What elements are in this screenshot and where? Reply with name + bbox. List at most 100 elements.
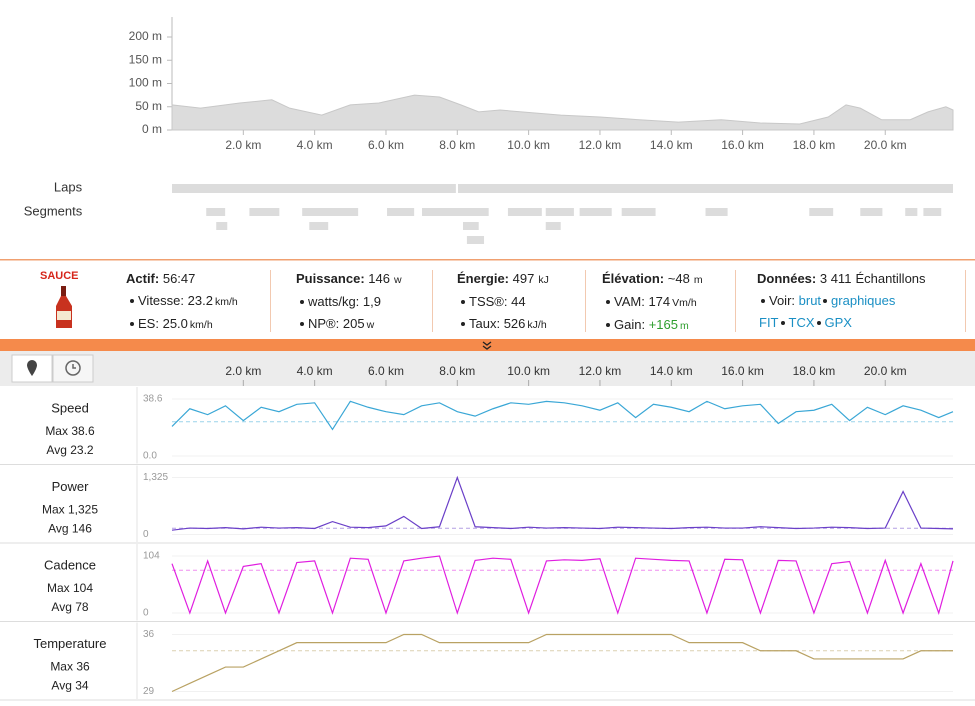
bullet — [300, 321, 304, 326]
stream-x-tick-label: 18.0 km — [793, 364, 836, 378]
row-value: 1,9 — [362, 294, 381, 309]
link[interactable]: TCX — [788, 315, 815, 330]
row-label: Vitesse: — [138, 293, 185, 308]
segment-bar — [923, 208, 942, 216]
stat-value: 146 — [368, 271, 390, 286]
stream-max: Max 36 — [50, 660, 90, 674]
stat-head: Puissance: 146 w — [296, 268, 402, 291]
stream-x-tick-label: 10.0 km — [507, 364, 550, 378]
row-value: 174 — [648, 294, 671, 309]
stream-avg: Avg 78 — [51, 600, 88, 614]
link[interactable]: brut — [798, 293, 822, 308]
row-unit: Vm/h — [672, 297, 697, 309]
stat-row: watts/kg: 1,9 — [296, 291, 402, 313]
stat-group: Actif: 56:47 Vitesse: 23.2 km/h ES: 25.0 km/… — [126, 268, 238, 336]
bullet — [816, 320, 821, 325]
stat-unit: kJ — [538, 274, 549, 286]
stat-unit: m — [693, 274, 703, 286]
bullet — [823, 298, 828, 303]
stream-name: Temperature — [34, 636, 107, 651]
stat-value: ~48 — [667, 271, 690, 286]
logo: SAUCE — [40, 270, 79, 282]
stream-line — [171, 555, 954, 615]
link[interactable]: FIT — [759, 315, 779, 330]
stream-y-tick-label: 0.0 — [143, 451, 157, 462]
stat-group: Énergie: 497 kJ TSS®: 44 Taux: 526 kJ/h — [457, 268, 549, 336]
x-tick-label: 16.0 km — [721, 138, 764, 152]
expand-icon[interactable] — [482, 341, 492, 350]
link[interactable]: graphiques — [831, 293, 896, 308]
column-separator — [432, 270, 433, 332]
link[interactable]: GPX — [824, 315, 852, 330]
stream-line — [171, 633, 953, 693]
stream-y-tick-label: 1,325 — [143, 472, 168, 483]
row-label: Gain: — [614, 317, 646, 332]
elevation-area — [171, 94, 954, 131]
x-tick-label: 18.0 km — [793, 138, 836, 152]
stream-line — [171, 400, 954, 431]
time-tab[interactable] — [52, 354, 94, 383]
segment-bar — [309, 222, 329, 230]
row-unit: w — [366, 319, 375, 331]
segment-bar — [809, 208, 834, 216]
row-unit: kJ/h — [527, 319, 547, 331]
row-label: NP®: — [308, 316, 340, 331]
lap-bar — [458, 184, 953, 193]
stream-y-tick-label: 36 — [143, 629, 155, 640]
stat-group: Puissance: 146 w watts/kg: 1,9 NP®: 205 w — [296, 268, 402, 336]
bullet — [606, 322, 610, 327]
row-value: 526 — [503, 316, 526, 331]
stat-row: FIT TCX GPX — [757, 312, 926, 334]
clock-hands — [72, 364, 76, 369]
stat-row: VAM: 174 Vm/h — [602, 291, 703, 314]
bullet — [130, 321, 134, 326]
stat-row: Taux: 526 kJ/h — [457, 313, 549, 336]
bullet — [461, 299, 465, 304]
stat-row: Gain: +165 m — [602, 314, 703, 337]
x-tick-label: 6.0 km — [368, 138, 404, 152]
stream-avg: Avg 23.2 — [46, 443, 93, 457]
stat-value: 497 — [512, 271, 535, 286]
stream-x-tick-label: 14.0 km — [650, 364, 693, 378]
y-tick-label: 50 m — [135, 99, 162, 113]
stream-y-tick-label: 38.6 — [143, 394, 163, 405]
y-tick-label: 100 m — [129, 76, 162, 90]
stream-x-tick-label: 4.0 km — [297, 364, 333, 378]
stream-line — [171, 475, 954, 531]
stat-value: 56:47 — [162, 271, 196, 286]
x-tick-label: 20.0 km — [864, 138, 907, 152]
row-label: Voir: — [769, 293, 796, 308]
bottle-icon — [56, 286, 72, 328]
stream-name: Cadence — [44, 557, 96, 572]
x-tick-label: 2.0 km — [225, 138, 261, 152]
row-value: 23.2 — [187, 293, 213, 308]
bullet — [780, 320, 785, 325]
segments-label: Segments — [24, 203, 83, 218]
y-tick-label: 0 m — [142, 122, 162, 136]
stat-group: Données: 3 411 Échantillons Voir: brut grap… — [757, 268, 926, 334]
bullet — [130, 298, 134, 303]
y-tick-label: 200 m — [129, 29, 162, 43]
clock-icon — [65, 360, 81, 376]
segment-bar — [249, 208, 280, 216]
lap-bar — [172, 184, 456, 193]
x-tick-label: 4.0 km — [297, 138, 333, 152]
row-value: +165 — [648, 317, 678, 332]
row-label: Taux: — [469, 316, 501, 331]
stream-y-tick-label: 0 — [143, 608, 149, 619]
segment-bar — [463, 222, 479, 230]
stat-title: Énergie: — [457, 271, 510, 286]
stat-head: Données: 3 411 Échantillons — [757, 268, 926, 290]
stat-row: Vitesse: 23.2 km/h — [126, 290, 238, 313]
segment-bar — [621, 208, 656, 216]
row-value: 25.0 — [162, 316, 188, 331]
stream-max: Max 1,325 — [42, 503, 98, 517]
stat-title: Puissance: — [296, 271, 365, 286]
stream-x-tick-label: 12.0 km — [579, 364, 622, 378]
bullet — [461, 321, 465, 326]
column-separator — [270, 270, 271, 332]
segment-bar — [302, 208, 359, 216]
stat-title: Données: — [757, 271, 817, 286]
